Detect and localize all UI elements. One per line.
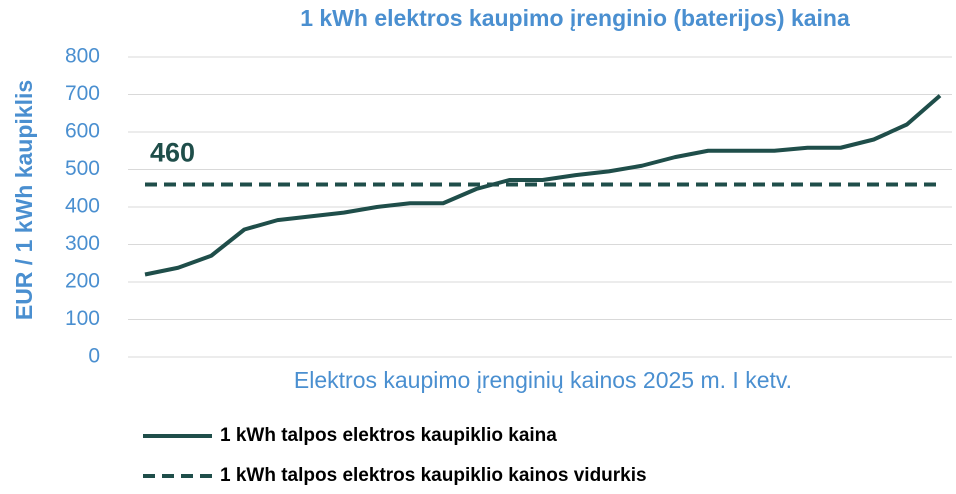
chart-title: 1 kWh elektros kaupimo įrenginio (bateri… [300,5,850,31]
y-tick-label: 500 [65,157,100,180]
y-tick-label: 600 [65,120,100,143]
y-tick-label: 800 [65,45,100,68]
y-tick-label: 100 [65,307,100,330]
y-tick-label: 400 [65,195,100,218]
legend-label: 1 kWh talpos elektros kaupiklio kaina [220,425,557,446]
y-axis-label: EUR / 1 kWh kaupiklis [11,80,37,320]
x-axis-label: Elektros kaupimo įrenginių kainos 2025 m… [294,367,792,393]
y-tick-label: 700 [65,82,100,105]
y-tick-label: 200 [65,270,100,293]
series-line [144,94,942,277]
data-label: 460 [150,138,195,168]
legend-label: 1 kWh talpos elektros kaupiklio kainos v… [220,465,647,486]
y-tick-label: 0 [88,345,100,368]
y-tick-label: 300 [65,232,100,255]
